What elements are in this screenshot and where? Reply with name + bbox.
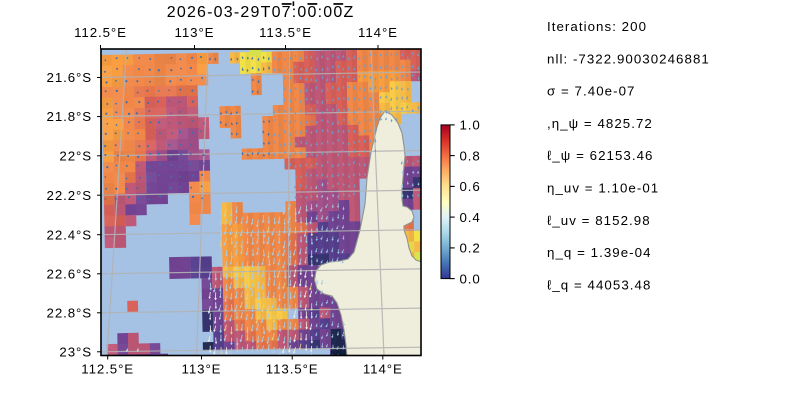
svg-text:22°S: 22°S — [59, 148, 92, 163]
svg-text:22.8°S: 22.8°S — [47, 305, 92, 320]
svg-text:ℓ_ψ = 62153.46: ℓ_ψ = 62153.46 — [547, 148, 654, 163]
svg-text:21.8°S: 21.8°S — [47, 109, 92, 124]
svg-text:113.5°E: 113.5°E — [266, 361, 319, 376]
svg-text:1.0: 1.0 — [460, 118, 481, 133]
svg-text:0.6: 0.6 — [460, 179, 481, 194]
svg-text:112.5°E: 112.5°E — [81, 361, 134, 376]
svg-text:22.6°S: 22.6°S — [47, 266, 92, 281]
svg-text:0.2: 0.2 — [460, 241, 481, 256]
svg-text:112.5°E: 112.5°E — [74, 25, 127, 40]
svg-text:113°E: 113°E — [175, 25, 215, 40]
svg-text:113°E: 113°E — [182, 361, 222, 376]
svg-text:nll: -7322.90030246881: nll: -7322.90030246881 — [547, 51, 710, 66]
svg-text:0.0: 0.0 — [460, 271, 481, 286]
svg-text:2026-03-29T07:00:00Z: 2026-03-29T07:00:00Z — [167, 4, 355, 21]
svg-text:22.4°S: 22.4°S — [47, 227, 92, 242]
svg-text:114°E: 114°E — [358, 25, 398, 40]
svg-text:113.5°E: 113.5°E — [259, 25, 312, 40]
svg-text:σ = 7.40e-07: σ = 7.40e-07 — [547, 84, 635, 99]
svg-text:Iterations: 200: Iterations: 200 — [547, 19, 647, 34]
svg-text:ℓ_uv = 8152.98: ℓ_uv = 8152.98 — [547, 213, 651, 228]
svg-text:21.6°S: 21.6°S — [47, 70, 92, 85]
svg-text:0.8: 0.8 — [460, 148, 481, 163]
svg-text:23°S: 23°S — [59, 344, 92, 359]
svg-text:η_uv = 1.10e-01: η_uv = 1.10e-01 — [547, 181, 659, 196]
svg-text:0.4: 0.4 — [460, 210, 481, 225]
svg-text:22.2°S: 22.2°S — [47, 188, 92, 203]
svg-text:ℓ_q = 44053.48: ℓ_q = 44053.48 — [547, 277, 651, 292]
svg-text:,η_ψ = 4825.72: ,η_ψ = 4825.72 — [547, 116, 653, 131]
svg-text:114°E: 114°E — [363, 361, 403, 376]
svg-text:η_q = 1.39e-04: η_q = 1.39e-04 — [547, 245, 652, 260]
